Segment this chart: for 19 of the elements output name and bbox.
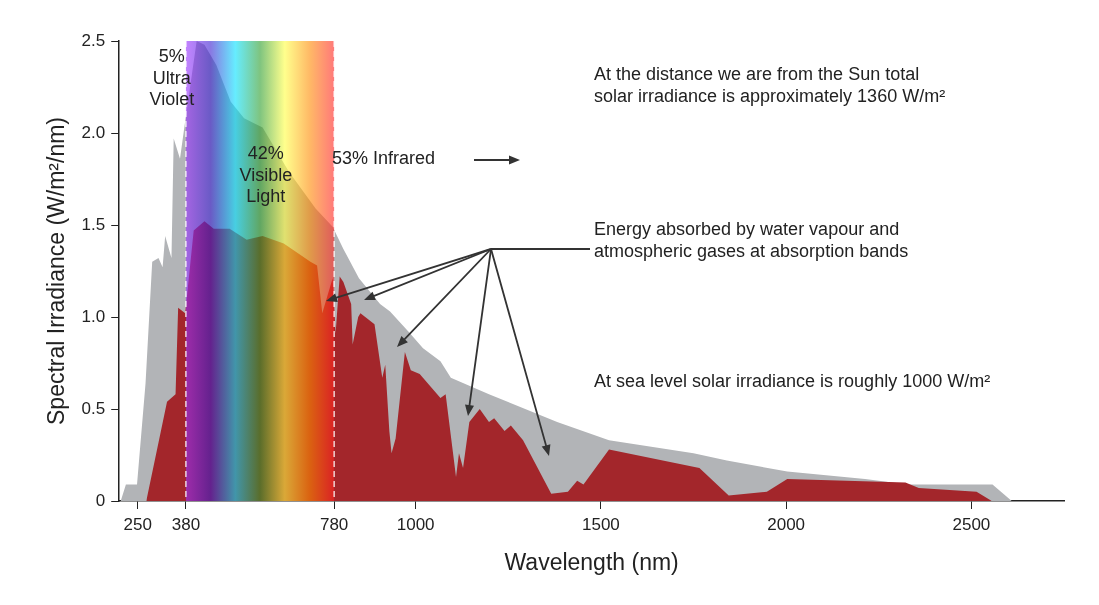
annotation: At sea level solar irradiance is roughly 1000 W/m² xyxy=(594,371,991,393)
annotation: At the distance we are from the Sun total solar irradiance is approximately 1360 W/m² xyxy=(594,64,946,108)
y-tick-label: 1.5 xyxy=(81,214,106,234)
y-axis-title: Spectral Irradiance (W/m²/nm) xyxy=(43,116,70,426)
x-tick-label: 1000 xyxy=(396,514,435,534)
y-tick-label: 2.5 xyxy=(81,30,106,50)
x-tick-label: 2000 xyxy=(767,514,806,534)
x-tick-label: 250 xyxy=(123,514,152,534)
x-axis-title: Wavelength (nm) xyxy=(504,548,679,575)
annotation: Energy absorbed by water vapour and atmospheric gases at absorption bands xyxy=(594,219,909,263)
x-tick-label: 1500 xyxy=(581,514,620,534)
y-tick-label: 0.5 xyxy=(81,398,106,418)
annotation: 53% Infrared xyxy=(332,148,436,170)
y-tick-label: 1.0 xyxy=(81,306,106,326)
x-tick-label: 2500 xyxy=(952,514,991,534)
y-tick-label: 0 xyxy=(95,490,106,510)
x-tick-label: 380 xyxy=(171,514,201,534)
y-tick-label: 2.0 xyxy=(81,122,106,142)
x-tick-label: 780 xyxy=(319,514,349,534)
